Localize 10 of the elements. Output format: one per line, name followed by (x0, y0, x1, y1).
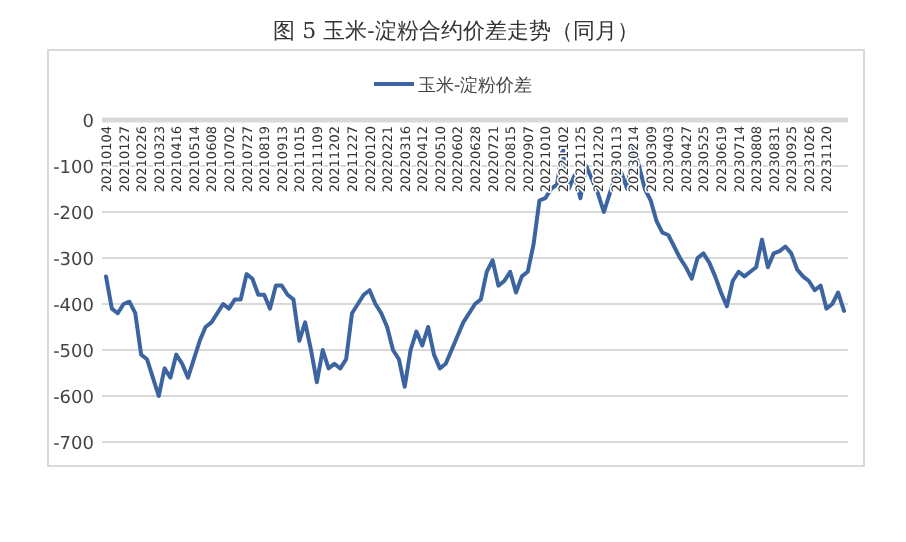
chart-title: 图 5 玉米-淀粉合约价差走势（同月） (273, 18, 639, 44)
y-tick-label: -600 (53, 389, 95, 409)
y-tick-label: -400 (53, 297, 95, 317)
y-tick-label: -500 (53, 343, 95, 363)
legend-label: 玉米-淀粉价差 (418, 75, 533, 97)
y-tick-label: -200 (53, 205, 95, 225)
y-tick-label: -300 (53, 251, 95, 271)
y-tick-label: -100 (53, 159, 95, 179)
y-tick-label: 0 (82, 113, 95, 133)
y-tick-label: -700 (53, 435, 95, 455)
